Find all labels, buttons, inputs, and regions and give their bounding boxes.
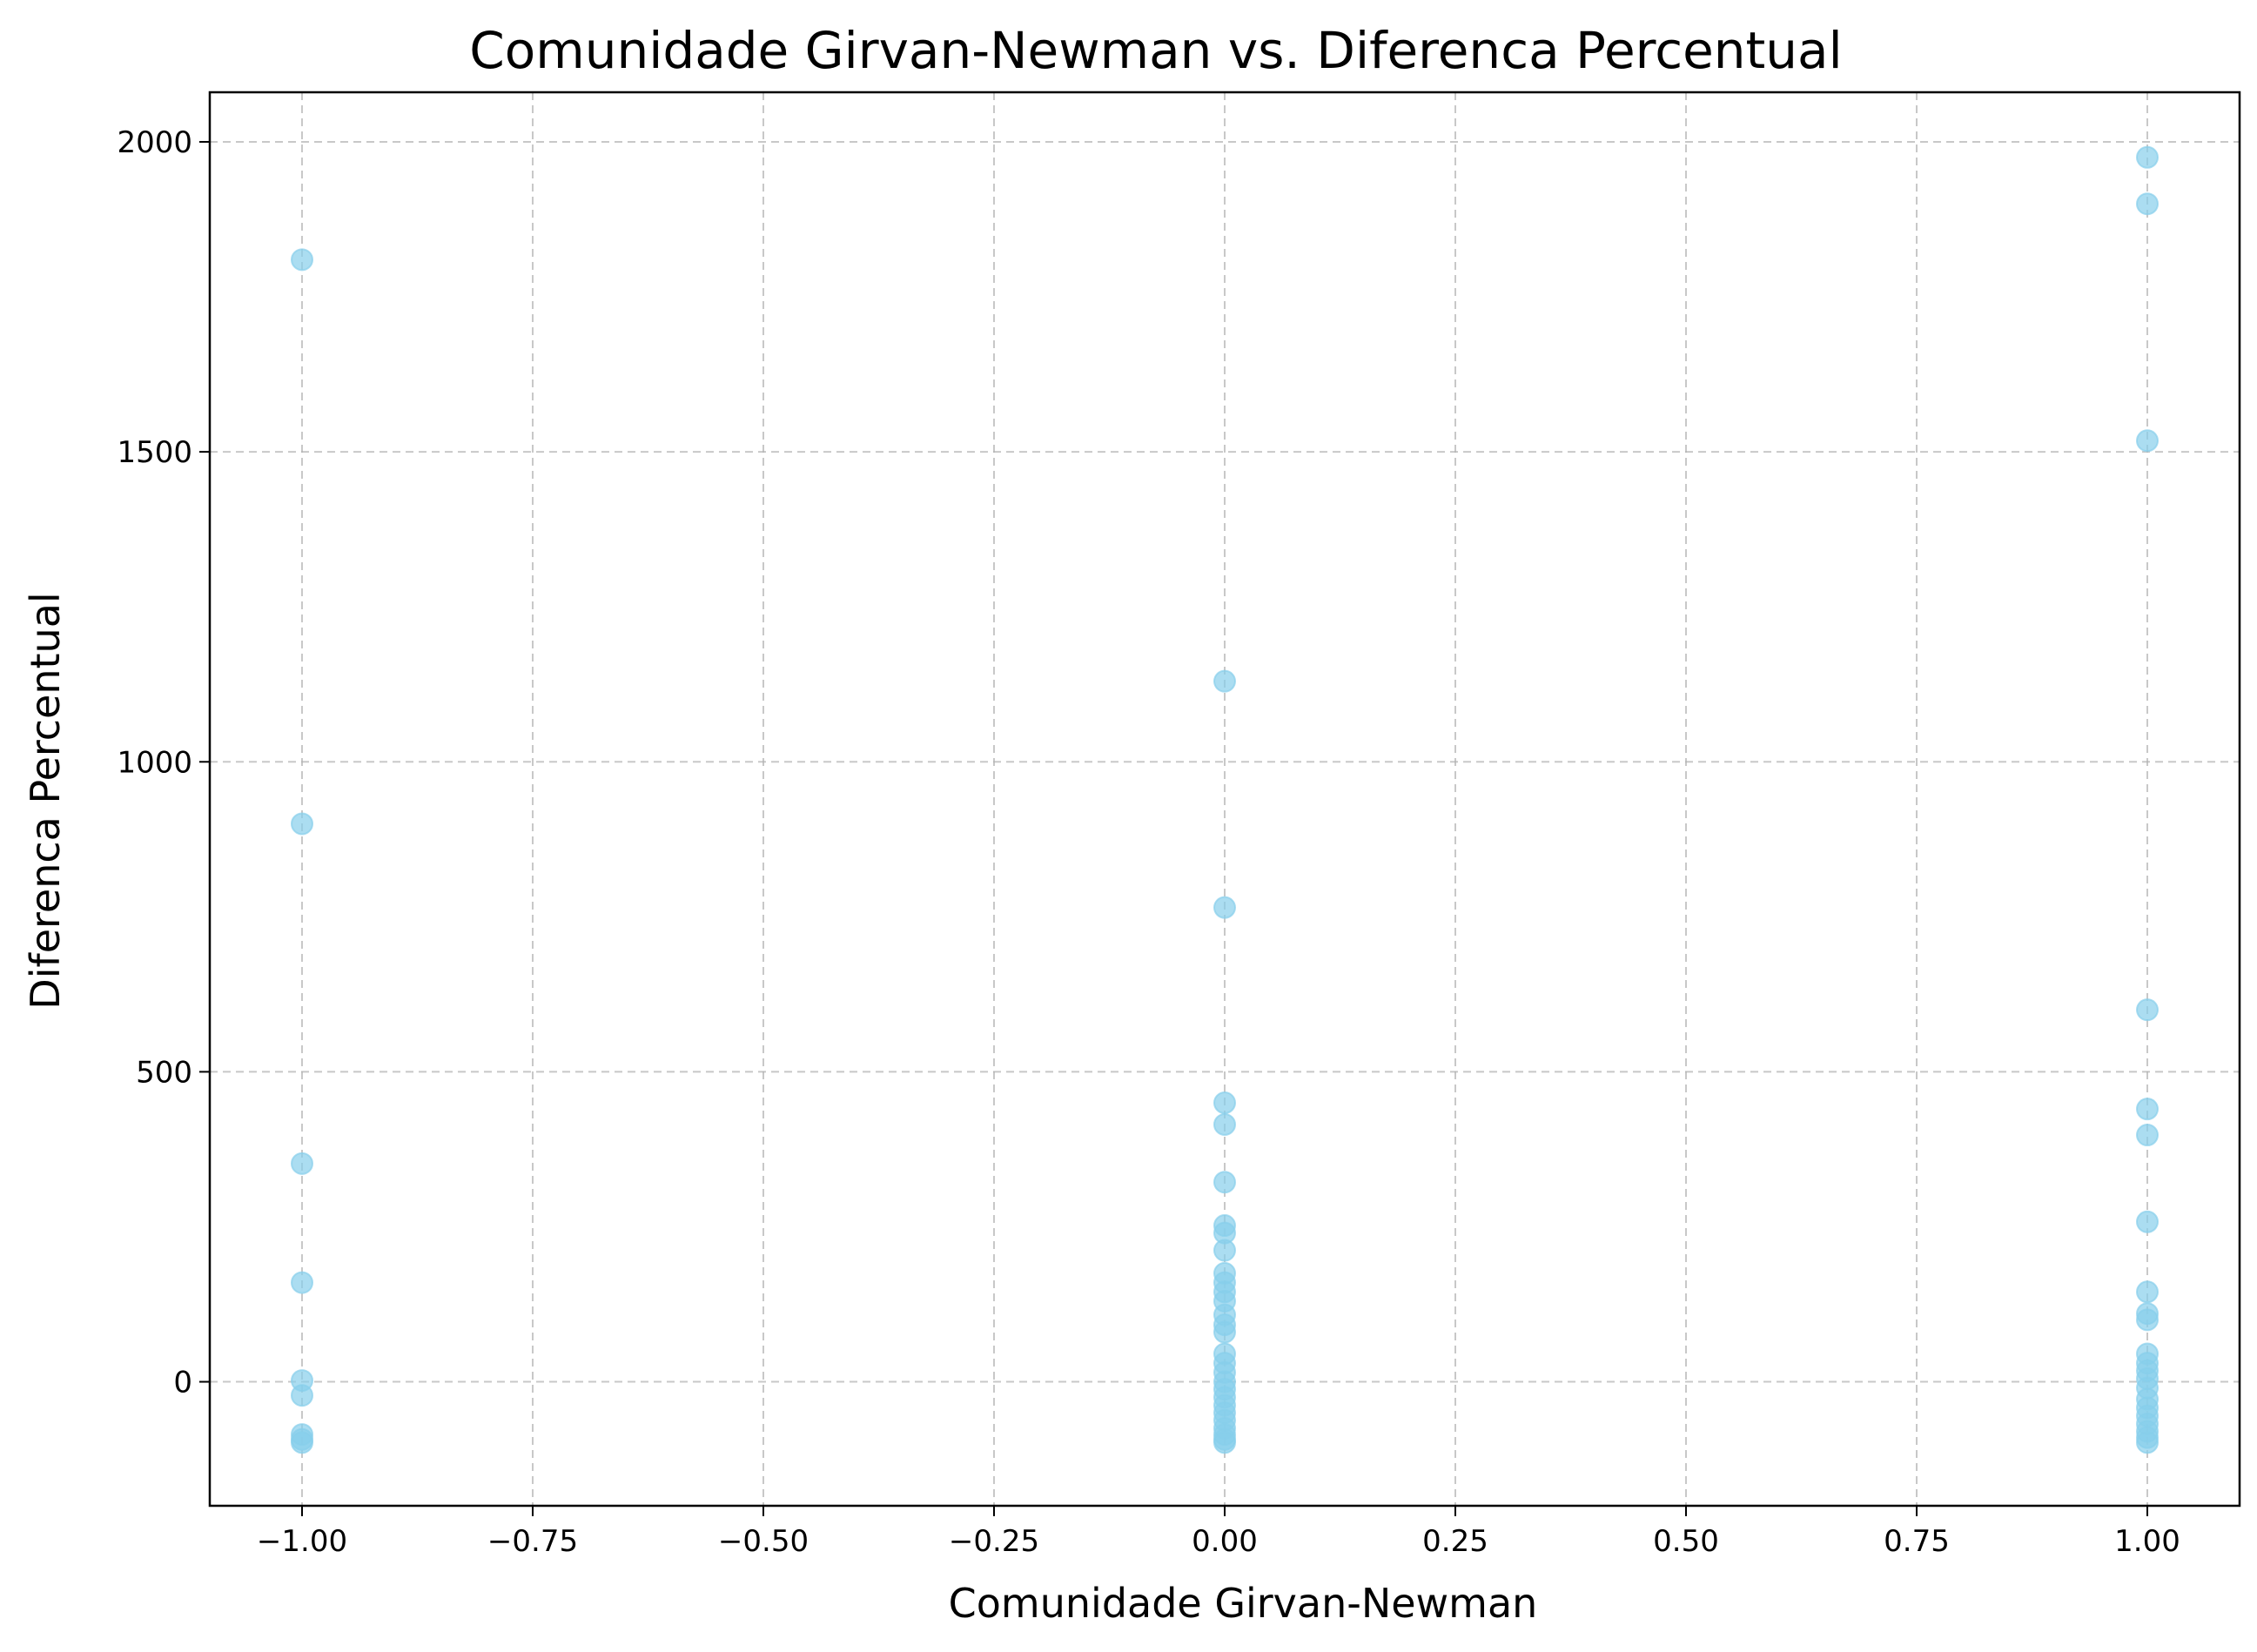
data-point [291, 1152, 313, 1175]
x-tick-label: 1.00 [2114, 1524, 2180, 1559]
data-point [291, 812, 313, 836]
x-tick-label: −1.00 [257, 1524, 347, 1559]
data-point [2136, 998, 2159, 1022]
x-tick-label: 0.00 [1192, 1524, 1258, 1559]
x-tick-label: −0.75 [487, 1524, 578, 1559]
data-point [291, 1271, 313, 1294]
data-point [2136, 1308, 2159, 1332]
data-point [2136, 145, 2159, 169]
data-point [1213, 1431, 1236, 1454]
data-point [1213, 1239, 1236, 1262]
data-point [291, 248, 313, 272]
y-axis-label: Diferenca Percentual [22, 592, 69, 1009]
x-tick-label: −0.25 [949, 1524, 1039, 1559]
y-tick-label: 2000 [117, 125, 192, 160]
data-point [1213, 896, 1236, 919]
data-point [1213, 669, 1236, 693]
x-axis-label: Comunidade Girvan-Newman [949, 1580, 1538, 1627]
x-tick-label: 0.75 [1884, 1524, 1950, 1559]
chart-title: Comunidade Girvan-Newman vs. Diferenca P… [469, 21, 1842, 80]
x-tick-label: 0.25 [1422, 1524, 1488, 1559]
data-point [1213, 1171, 1236, 1194]
y-tick-label: 1000 [117, 745, 192, 780]
x-tick-label: 0.50 [1653, 1524, 1719, 1559]
data-point [291, 1431, 313, 1454]
y-tick-label: 1500 [117, 435, 192, 470]
x-axis-ticks: −1.00 −0.75 −0.50 −0.25 0.00 0.25 0.50 0.75 1.00 [257, 1506, 2180, 1559]
data-point [2136, 1124, 2159, 1147]
data-point [2136, 1210, 2159, 1233]
data-point [2136, 1431, 2159, 1454]
data-point [1213, 1320, 1236, 1344]
grid-lines [210, 92, 2240, 1506]
data-points [291, 145, 2159, 1454]
data-point [1213, 1112, 1236, 1136]
data-point [2136, 1098, 2159, 1121]
data-point [2136, 192, 2159, 216]
y-tick-label: 0 [173, 1366, 192, 1400]
y-axis-ticks: 0 500 1000 1500 2000 [117, 125, 210, 1400]
y-tick-label: 500 [136, 1055, 192, 1090]
x-tick-label: −0.50 [718, 1524, 809, 1559]
data-point [2136, 1280, 2159, 1304]
data-point [291, 1384, 313, 1407]
data-point [2136, 429, 2159, 453]
data-point [1213, 1091, 1236, 1115]
